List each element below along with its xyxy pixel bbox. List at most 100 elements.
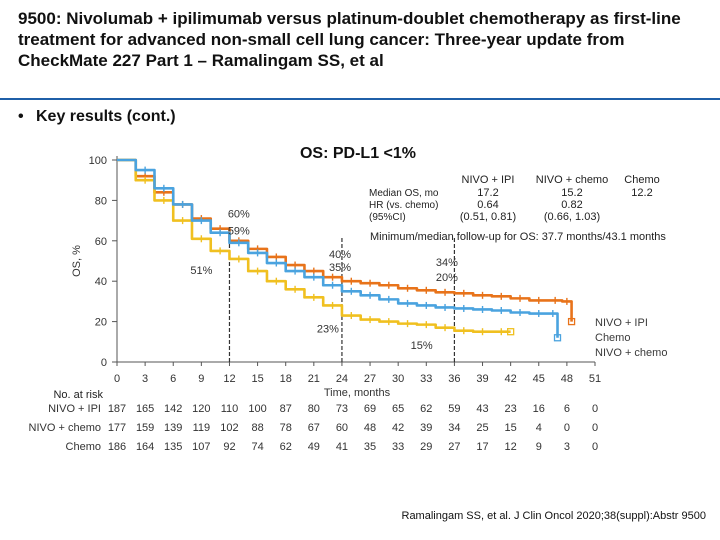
- followup-note: Minimum/median follow-up for OS: 37.7 mo…: [370, 231, 666, 243]
- x-tick-label: 18: [280, 373, 292, 385]
- legend: NIVO + IPI Chemo NIVO + chemo: [595, 317, 667, 359]
- curve-nivo_chemo: [117, 158, 559, 338]
- risk-value: 102: [220, 422, 238, 434]
- risk-value: 48: [364, 422, 376, 434]
- risk-value: 12: [505, 441, 517, 453]
- x-tick-label: 9: [198, 373, 204, 385]
- risk-value: 29: [420, 441, 432, 453]
- risk-value: 139: [164, 422, 182, 434]
- landmark-label: 20%: [436, 272, 458, 284]
- x-tick-label: 33: [420, 373, 432, 385]
- stats-header: NIVO + chemo: [536, 174, 608, 186]
- x-tick-label: 27: [364, 373, 376, 385]
- risk-value: 0: [592, 422, 598, 434]
- risk-value: 69: [364, 403, 376, 415]
- stats-value: 0.64: [477, 199, 498, 211]
- risk-value: 62: [280, 441, 292, 453]
- risk-value: 3: [564, 441, 570, 453]
- risk-value: 41: [336, 441, 348, 453]
- landmark-label: 34%: [436, 257, 458, 269]
- risk-value: 80: [308, 403, 320, 415]
- curve-end-marker: [506, 328, 515, 336]
- chart-title: OS: PD-L1 <1%: [300, 145, 416, 162]
- stats-row-label: HR (vs. chemo): [369, 200, 438, 211]
- y-tick-label: 20: [95, 317, 107, 329]
- risk-value: 39: [420, 422, 432, 434]
- risk-value: 60: [336, 422, 348, 434]
- stats-value: 12.2: [631, 187, 652, 199]
- curve-chemo: [117, 158, 511, 333]
- landmark-label: 59%: [228, 226, 250, 238]
- landmark-label: 51%: [190, 265, 212, 277]
- risk-value: 92: [223, 441, 235, 453]
- landmark-label: 15%: [411, 340, 433, 352]
- x-tick-label: 42: [505, 373, 517, 385]
- x-tick-label: 15: [251, 373, 263, 385]
- y-tick-label: 40: [95, 276, 107, 288]
- annotations: 60% 59% 51% 40%35% 34% 20% 23% 15%: [190, 209, 458, 352]
- risk-value: 43: [476, 403, 488, 415]
- bullet-heading: • Key results (cont.): [18, 108, 176, 126]
- stats-table: NIVO + IPI NIVO + chemo Chemo Median OS, mo…: [369, 174, 666, 243]
- landmark-label: 23%: [317, 324, 339, 336]
- risk-value: 78: [280, 422, 292, 434]
- risk-value: 107: [192, 441, 210, 453]
- risk-value: 88: [251, 422, 263, 434]
- risk-value: 142: [164, 403, 182, 415]
- landmark-label: 40%: [329, 249, 351, 261]
- risk-value: 4: [536, 422, 542, 434]
- risk-value: 65: [392, 403, 404, 415]
- risk-value: 49: [308, 441, 320, 453]
- legend-entry: Chemo: [595, 332, 630, 344]
- x-tick-label: 48: [561, 373, 573, 385]
- x-tick-label: 24: [336, 373, 348, 385]
- risk-value: 33: [392, 441, 404, 453]
- x-axis-label: Time, months: [324, 387, 391, 399]
- risk-table-label: No. at risk: [53, 389, 103, 401]
- legend-entry: NIVO + chemo: [595, 347, 667, 359]
- risk-value: 110: [221, 403, 239, 415]
- risk-row-label: Chemo: [66, 441, 101, 453]
- stats-row-label: (95%CI): [369, 212, 406, 223]
- landmark-label: 60%: [228, 209, 250, 221]
- x-tick-label: 3: [142, 373, 148, 385]
- risk-row-label: NIVO + IPI: [48, 403, 101, 415]
- bullet-dot-icon: •: [18, 108, 24, 125]
- risk-value: 74: [251, 441, 263, 453]
- risk-value: 67: [308, 422, 320, 434]
- y-tick-label: 80: [95, 195, 107, 207]
- landmark-label: 35%: [329, 262, 351, 274]
- y-tick-label: 100: [89, 155, 107, 167]
- bullet-text: Key results (cont.): [36, 108, 176, 125]
- risk-value: 16: [533, 403, 545, 415]
- y-axis-label: OS, %: [71, 245, 83, 277]
- risk-value: 87: [280, 403, 292, 415]
- x-tick-label: 6: [170, 373, 176, 385]
- stats-row-label: Median OS, mo: [369, 188, 439, 199]
- stats-value: 15.2: [561, 187, 582, 199]
- risk-value: 27: [448, 441, 460, 453]
- title-divider: [0, 98, 720, 100]
- y-tick-label: 60: [95, 236, 107, 248]
- risk-value: 15: [505, 422, 517, 434]
- risk-value: 23: [505, 403, 517, 415]
- risk-value: 34: [448, 422, 460, 434]
- stats-header: NIVO + IPI: [462, 174, 515, 186]
- legend-entry: NIVO + IPI: [595, 317, 648, 329]
- risk-value: 100: [248, 403, 266, 415]
- x-tick-label: 45: [533, 373, 545, 385]
- curve-end-marker: [567, 317, 576, 326]
- risk-value: 135: [164, 441, 182, 453]
- risk-value: 0: [592, 441, 598, 453]
- x-tick-label: 0: [114, 373, 120, 385]
- x-tick-label: 39: [476, 373, 488, 385]
- risk-value: 0: [564, 422, 570, 434]
- curve-end-marker: [553, 334, 562, 342]
- risk-value: 35: [364, 441, 376, 453]
- risk-value: 0: [592, 403, 598, 415]
- stats-value: (0.51, 0.81): [460, 211, 516, 223]
- risk-value: 25: [476, 422, 488, 434]
- risk-value: 165: [136, 403, 154, 415]
